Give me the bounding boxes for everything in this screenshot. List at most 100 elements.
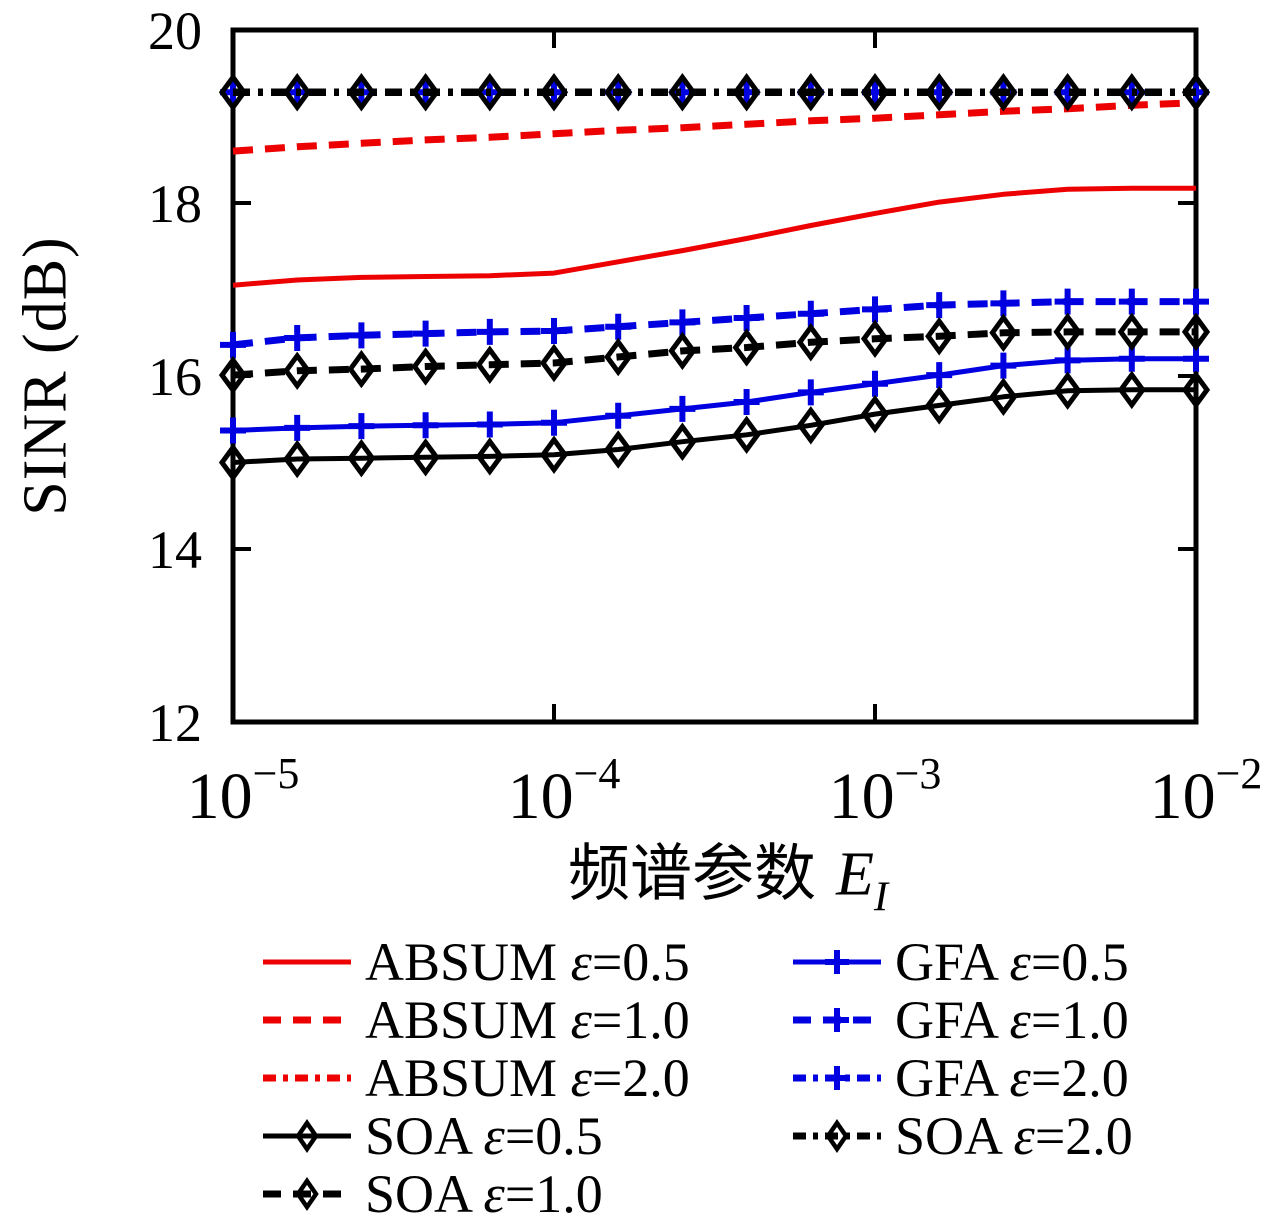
diamond-marker xyxy=(283,351,312,391)
legend-item-absum-1.0: ABSUM ε=1.0 xyxy=(261,990,690,1050)
legend-column-left: ABSUM ε=0.5 ABSUM ε=1.0 ABSUM ε=2.0 SOA ε=0… xyxy=(261,932,690,1224)
epsilon-symbol: ε xyxy=(1009,990,1031,1050)
legend-label: ABSUM ε=2.0 xyxy=(365,1048,690,1108)
diamond-marker xyxy=(604,337,633,377)
plus-marker xyxy=(1054,288,1081,315)
epsilon-symbol: ε xyxy=(1009,1048,1031,1108)
diamond-marker xyxy=(539,435,569,474)
diamond-marker xyxy=(796,73,825,112)
diamond-marker xyxy=(1117,370,1146,410)
series-line xyxy=(232,387,1196,465)
plus-marker xyxy=(220,417,246,444)
plus-marker xyxy=(990,290,1017,317)
diamond-marker xyxy=(732,415,761,455)
epsilon-symbol: ε xyxy=(483,1164,505,1224)
x-axis-label-var: E xyxy=(836,840,874,909)
y-tick-label: 12 xyxy=(148,693,202,753)
diamond-marker xyxy=(732,73,761,112)
plus-marker xyxy=(1183,288,1209,315)
diamond-marker xyxy=(1117,312,1146,352)
diamond-marker xyxy=(925,73,954,112)
epsilon-symbol: ε xyxy=(570,932,592,992)
plus-marker xyxy=(1054,347,1081,374)
series-gfa-0.5 xyxy=(220,345,1209,444)
plus-marker xyxy=(348,413,375,440)
legend-label: GFA ε=2.0 xyxy=(895,1048,1129,1108)
legend-label: ABSUM ε=1.0 xyxy=(365,990,690,1050)
legend-label: SOA ε=0.5 xyxy=(365,1106,603,1166)
y-tick-label: 20 xyxy=(148,1,202,61)
legend-sample xyxy=(793,1119,881,1153)
diamond-marker xyxy=(989,313,1018,352)
diamond-marker xyxy=(218,355,248,395)
diamond-marker xyxy=(1053,371,1082,410)
x-axis-label: 频谱参数 EI xyxy=(568,823,888,922)
diamond-marker xyxy=(604,430,633,469)
diamond-marker xyxy=(860,319,890,359)
diamond-marker xyxy=(347,438,376,478)
diamond-marker xyxy=(732,328,761,367)
y-tick-label: 18 xyxy=(148,174,202,234)
x-axis-label-subscript: I xyxy=(873,874,888,921)
plus-marker xyxy=(825,1008,849,1032)
y-tick-label: 14 xyxy=(148,520,202,580)
diamond-marker xyxy=(1053,312,1082,352)
legend-column-right: GFA ε=0.5 GFA ε=1.0 GFA ε=2.0 SOA ε=2.0 xyxy=(791,932,1133,1166)
plus-marker xyxy=(605,313,632,340)
plus-marker xyxy=(669,309,696,336)
legend-item-soa-1.0: SOA ε=1.0 xyxy=(261,1164,690,1224)
legend-label: SOA ε=2.0 xyxy=(895,1106,1133,1166)
diamond-marker xyxy=(347,73,376,112)
x-tick-label: 10−2 xyxy=(1150,749,1263,833)
plus-marker xyxy=(797,300,824,327)
plus-marker xyxy=(669,395,696,422)
diamond-marker xyxy=(668,73,697,112)
diamond-marker xyxy=(925,386,954,425)
diamond-marker xyxy=(295,1119,319,1153)
plus-marker xyxy=(412,320,439,347)
plus-marker xyxy=(284,324,311,351)
epsilon-symbol: ε xyxy=(570,990,592,1050)
diamond-marker xyxy=(1053,73,1082,112)
legend-item-gfa-2.0: GFA ε=2.0 xyxy=(791,1048,1133,1108)
series-line xyxy=(232,356,1196,433)
plus-marker xyxy=(825,950,849,974)
plus-marker xyxy=(284,414,311,441)
epsilon-symbol: ε xyxy=(483,1106,505,1166)
diamond-marker xyxy=(283,73,312,112)
series-gfa-1.0 xyxy=(220,288,1209,358)
plus-marker xyxy=(1118,288,1145,315)
diamond-marker xyxy=(925,316,954,356)
x-tick-label: 10−5 xyxy=(187,749,300,833)
diamond-marker xyxy=(475,73,504,112)
legend-sample xyxy=(793,1066,881,1090)
plus-marker xyxy=(733,388,760,415)
plus-marker xyxy=(476,411,503,438)
diamond-marker xyxy=(539,343,569,383)
plus-marker xyxy=(541,318,567,345)
diamond-marker xyxy=(295,1177,319,1211)
diamond-marker xyxy=(411,73,440,112)
y-axis-label: SINR (dB) xyxy=(11,236,80,516)
plus-marker xyxy=(605,402,632,429)
series-line xyxy=(232,185,1196,288)
x-axis-label-cn: 频谱参数 xyxy=(568,840,817,909)
diamond-marker xyxy=(1181,370,1211,410)
epsilon-symbol: ε xyxy=(1013,1106,1035,1166)
legend-sample xyxy=(793,1008,881,1032)
diamond-marker xyxy=(860,394,890,434)
diamond-marker xyxy=(411,347,440,386)
legend-label: SOA ε=1.0 xyxy=(365,1164,603,1224)
plus-marker xyxy=(825,1066,849,1090)
x-tick-label: 10−4 xyxy=(508,749,621,833)
epsilon-symbol: ε xyxy=(1009,932,1031,992)
diamond-marker xyxy=(668,422,697,461)
diamond-marker xyxy=(411,438,440,477)
diamond-marker xyxy=(860,73,890,112)
diamond-marker xyxy=(1117,73,1146,112)
diamond-marker xyxy=(825,1119,849,1153)
diamond-marker xyxy=(989,73,1018,112)
plus-marker xyxy=(476,318,503,345)
series-soa-2.0 xyxy=(218,73,1211,112)
